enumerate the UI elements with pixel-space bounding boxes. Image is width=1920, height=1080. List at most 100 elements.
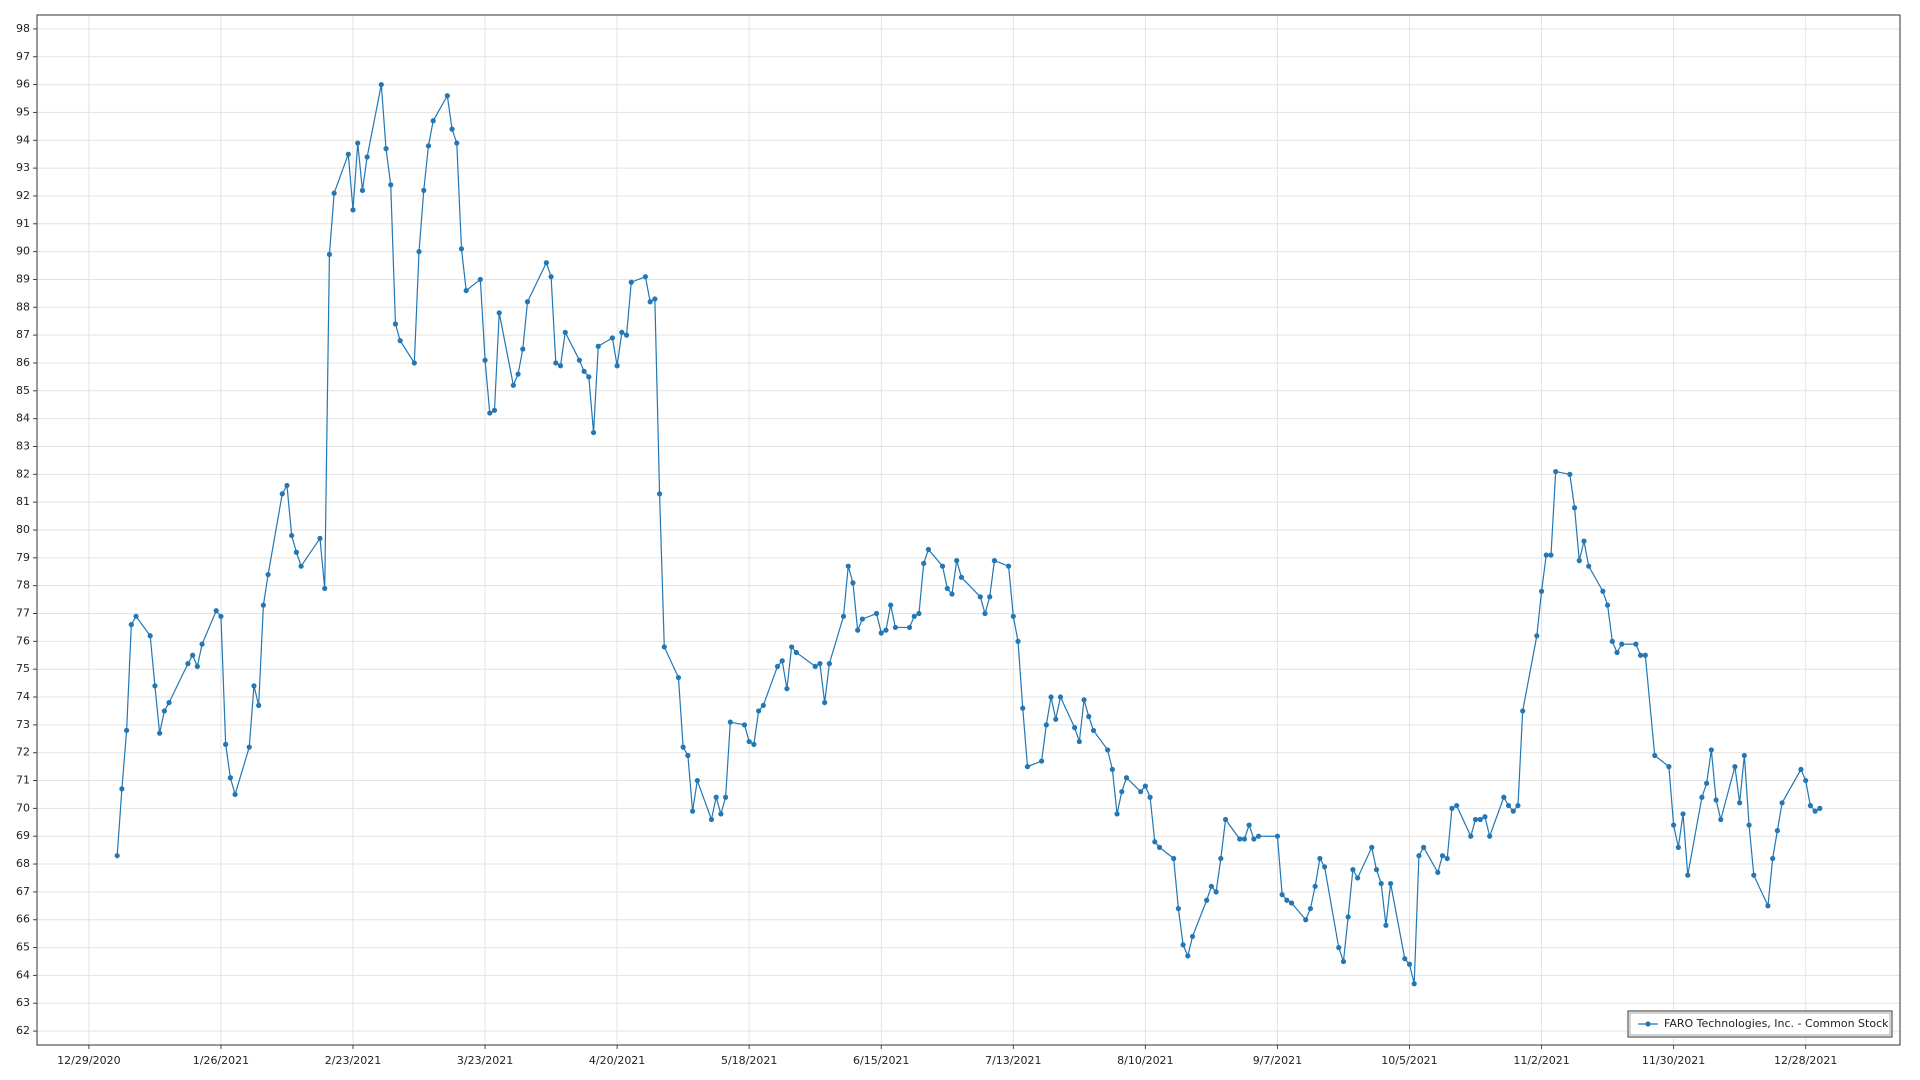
point [1072,725,1078,731]
y-tick-label: 95 [16,105,30,118]
point [284,482,290,489]
point [1416,853,1422,859]
y-tick-label: 69 [16,829,30,842]
grid [37,15,1900,1045]
point [1510,808,1516,814]
point [1501,794,1507,800]
point [1435,869,1441,876]
point [1680,811,1686,817]
point [1604,602,1611,608]
point [1039,758,1045,764]
point [878,630,884,636]
point [1114,811,1120,817]
point [647,299,653,305]
legend-box [1627,1010,1893,1038]
point [789,644,795,650]
point [1204,897,1210,903]
point [1373,867,1380,873]
point [1406,961,1413,967]
point [520,346,526,352]
point [661,644,667,650]
point [1444,855,1450,862]
point [1534,633,1540,639]
point [1274,833,1281,839]
point [822,699,828,706]
y-tick-label: 81 [16,495,30,508]
point [119,786,125,792]
y-tick-label: 74 [16,690,30,703]
point [256,702,262,708]
point [1543,552,1549,558]
point [1765,903,1771,909]
point [883,627,889,633]
point [1180,942,1186,948]
point [161,708,167,714]
y-tick-label: 97 [16,50,30,63]
point [741,722,748,728]
point [444,93,450,99]
point [916,610,922,617]
point [548,274,554,280]
point [251,683,257,689]
point [524,299,531,305]
point [727,719,733,725]
y-tick-label: 83 [16,439,30,452]
point [888,602,894,608]
point [694,777,700,784]
x-tick-label: 12/28/2021 [1774,1054,1837,1067]
point [1279,892,1285,898]
point [760,702,766,708]
point [1057,694,1064,700]
point [1633,641,1639,647]
point [279,491,285,497]
y-tick-label: 79 [16,551,30,564]
point [1175,905,1181,912]
point [859,616,865,622]
plot-frame [36,14,1901,1046]
x-tick-label: 5/18/2021 [721,1054,777,1067]
point [826,661,832,667]
point [397,338,403,344]
y-tick-label: 67 [16,885,30,898]
legend: FARO Technologies, Inc. - Common Stock [1627,1010,1893,1038]
point [1246,822,1252,828]
point [416,249,422,255]
point [1255,833,1262,839]
point [463,287,469,294]
point [1307,905,1314,912]
point [1732,764,1738,770]
point [1288,900,1295,906]
x-tick-label: 1/26/2021 [193,1054,249,1067]
point [689,808,696,814]
point [510,382,516,388]
y-tick-label: 93 [16,161,30,174]
point [289,532,295,539]
point [383,146,389,152]
point [1538,588,1545,594]
point [1189,933,1196,940]
point [595,343,601,349]
point [1614,649,1620,656]
point [774,663,781,670]
point [1571,505,1578,511]
x-tick-label: 8/10/2021 [1117,1054,1173,1067]
point [1652,752,1658,759]
point [411,360,417,366]
point [1213,889,1219,895]
point [718,811,724,817]
point [685,752,691,759]
point [1340,958,1347,965]
y-tick-label: 84 [16,412,30,425]
point [543,260,549,266]
point [562,329,568,335]
point [1321,864,1328,870]
y-tick-label: 78 [16,579,30,592]
point [1567,471,1573,477]
y-tick-label: 77 [16,607,30,620]
y-tick-label: 88 [16,300,30,313]
point [576,357,582,363]
point [1336,944,1342,951]
y-tick-label: 76 [16,634,30,647]
point [388,182,394,188]
